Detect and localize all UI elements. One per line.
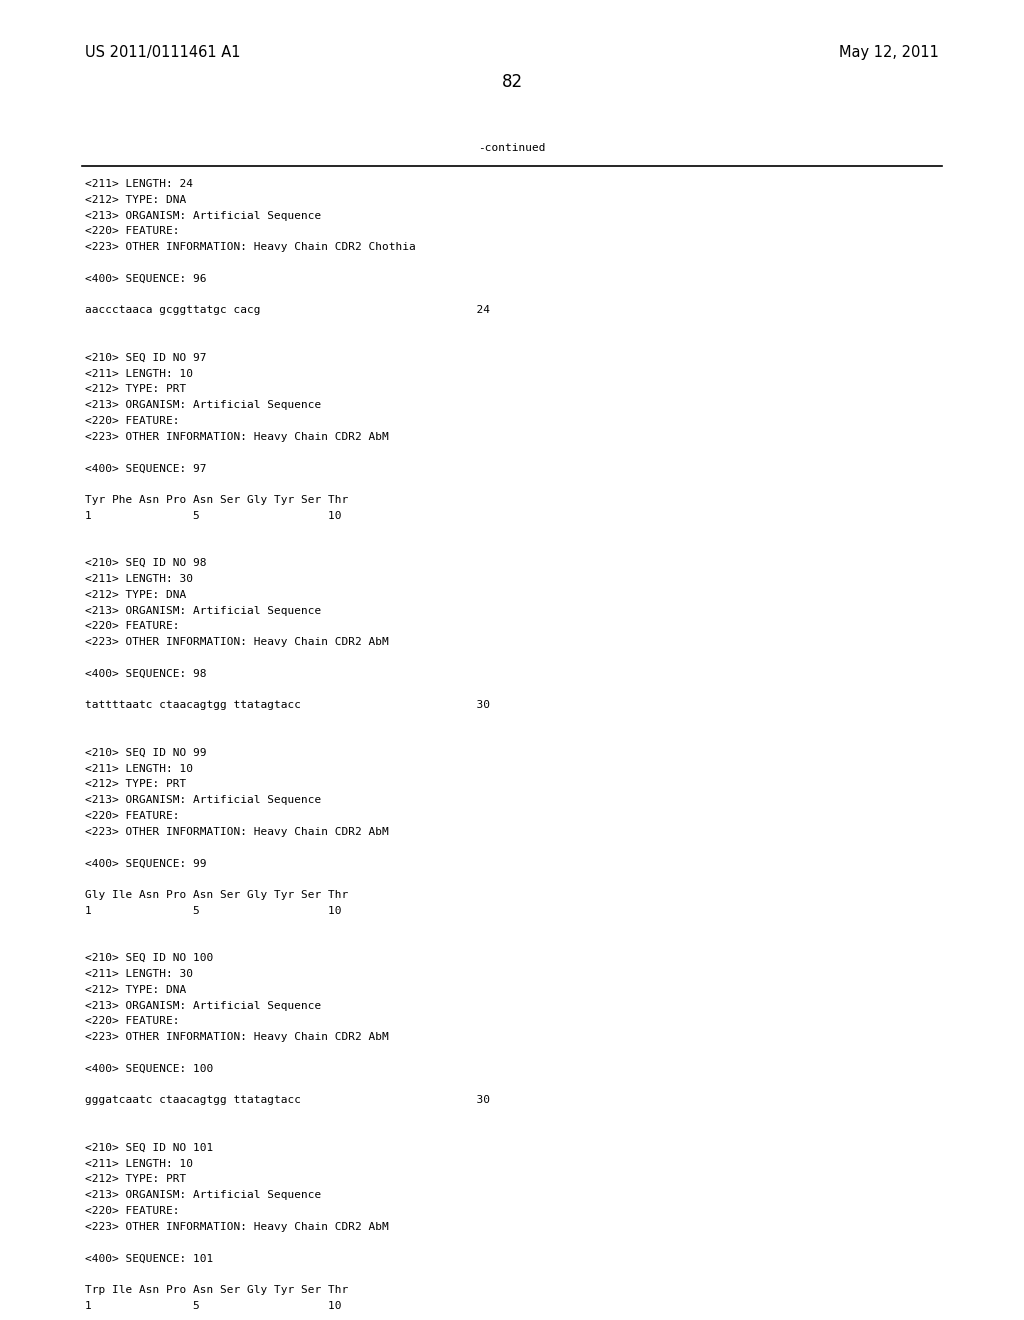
Text: <212> TYPE: PRT: <212> TYPE: PRT [85, 384, 186, 395]
Text: <212> TYPE: DNA: <212> TYPE: DNA [85, 590, 186, 599]
Text: 1               5                   10: 1 5 10 [85, 1300, 341, 1311]
Text: <220> FEATURE:: <220> FEATURE: [85, 227, 179, 236]
Text: <213> ORGANISM: Artificial Sequence: <213> ORGANISM: Artificial Sequence [85, 606, 322, 615]
Text: <220> FEATURE:: <220> FEATURE: [85, 416, 179, 426]
Text: <223> OTHER INFORMATION: Heavy Chain CDR2 AbM: <223> OTHER INFORMATION: Heavy Chain CDR… [85, 638, 389, 647]
Text: May 12, 2011: May 12, 2011 [839, 45, 939, 59]
Text: <211> LENGTH: 10: <211> LENGTH: 10 [85, 1159, 193, 1168]
Text: 82: 82 [502, 73, 522, 91]
Text: Gly Ile Asn Pro Asn Ser Gly Tyr Ser Thr: Gly Ile Asn Pro Asn Ser Gly Tyr Ser Thr [85, 890, 348, 900]
Text: 1               5                   10: 1 5 10 [85, 906, 341, 916]
Text: <220> FEATURE:: <220> FEATURE: [85, 622, 179, 631]
Text: Tyr Phe Asn Pro Asn Ser Gly Tyr Ser Thr: Tyr Phe Asn Pro Asn Ser Gly Tyr Ser Thr [85, 495, 348, 506]
Text: <211> LENGTH: 30: <211> LENGTH: 30 [85, 574, 193, 583]
Text: Trp Ile Asn Pro Asn Ser Gly Tyr Ser Thr: Trp Ile Asn Pro Asn Ser Gly Tyr Ser Thr [85, 1284, 348, 1295]
Text: <223> OTHER INFORMATION: Heavy Chain CDR2 AbM: <223> OTHER INFORMATION: Heavy Chain CDR… [85, 826, 389, 837]
Text: <220> FEATURE:: <220> FEATURE: [85, 1016, 179, 1027]
Text: <212> TYPE: DNA: <212> TYPE: DNA [85, 195, 186, 205]
Text: tattttaatc ctaacagtgg ttatagtacc                          30: tattttaatc ctaacagtgg ttatagtacc 30 [85, 701, 490, 710]
Text: <211> LENGTH: 10: <211> LENGTH: 10 [85, 368, 193, 379]
Text: -continued: -continued [478, 143, 546, 153]
Text: <400> SEQUENCE: 101: <400> SEQUENCE: 101 [85, 1254, 213, 1263]
Text: <210> SEQ ID NO 97: <210> SEQ ID NO 97 [85, 352, 207, 363]
Text: <213> ORGANISM: Artificial Sequence: <213> ORGANISM: Artificial Sequence [85, 1191, 322, 1200]
Text: <400> SEQUENCE: 96: <400> SEQUENCE: 96 [85, 273, 207, 284]
Text: <213> ORGANISM: Artificial Sequence: <213> ORGANISM: Artificial Sequence [85, 400, 322, 411]
Text: <400> SEQUENCE: 100: <400> SEQUENCE: 100 [85, 1064, 213, 1073]
Text: <210> SEQ ID NO 98: <210> SEQ ID NO 98 [85, 558, 207, 568]
Text: 1               5                   10: 1 5 10 [85, 511, 341, 521]
Text: <400> SEQUENCE: 99: <400> SEQUENCE: 99 [85, 858, 207, 869]
Text: <213> ORGANISM: Artificial Sequence: <213> ORGANISM: Artificial Sequence [85, 1001, 322, 1011]
Text: gggatcaatc ctaacagtgg ttatagtacc                          30: gggatcaatc ctaacagtgg ttatagtacc 30 [85, 1096, 490, 1105]
Text: <400> SEQUENCE: 98: <400> SEQUENCE: 98 [85, 669, 207, 678]
Text: <210> SEQ ID NO 101: <210> SEQ ID NO 101 [85, 1143, 213, 1152]
Text: <211> LENGTH: 30: <211> LENGTH: 30 [85, 969, 193, 979]
Text: <212> TYPE: PRT: <212> TYPE: PRT [85, 779, 186, 789]
Text: <400> SEQUENCE: 97: <400> SEQUENCE: 97 [85, 463, 207, 474]
Text: <220> FEATURE:: <220> FEATURE: [85, 810, 179, 821]
Text: <212> TYPE: PRT: <212> TYPE: PRT [85, 1175, 186, 1184]
Text: <223> OTHER INFORMATION: Heavy Chain CDR2 AbM: <223> OTHER INFORMATION: Heavy Chain CDR… [85, 1222, 389, 1232]
Text: <223> OTHER INFORMATION: Heavy Chain CDR2 AbM: <223> OTHER INFORMATION: Heavy Chain CDR… [85, 432, 389, 442]
Text: <212> TYPE: DNA: <212> TYPE: DNA [85, 985, 186, 995]
Text: <223> OTHER INFORMATION: Heavy Chain CDR2 AbM: <223> OTHER INFORMATION: Heavy Chain CDR… [85, 1032, 389, 1043]
Text: <213> ORGANISM: Artificial Sequence: <213> ORGANISM: Artificial Sequence [85, 795, 322, 805]
Text: <220> FEATURE:: <220> FEATURE: [85, 1206, 179, 1216]
Text: <211> LENGTH: 24: <211> LENGTH: 24 [85, 180, 193, 189]
Text: <213> ORGANISM: Artificial Sequence: <213> ORGANISM: Artificial Sequence [85, 211, 322, 220]
Text: <210> SEQ ID NO 99: <210> SEQ ID NO 99 [85, 748, 207, 758]
Text: aaccctaaca gcggttatgc cacg                                24: aaccctaaca gcggttatgc cacg 24 [85, 305, 490, 315]
Text: US 2011/0111461 A1: US 2011/0111461 A1 [85, 45, 241, 59]
Text: <211> LENGTH: 10: <211> LENGTH: 10 [85, 763, 193, 774]
Text: <223> OTHER INFORMATION: Heavy Chain CDR2 Chothia: <223> OTHER INFORMATION: Heavy Chain CDR… [85, 242, 416, 252]
Text: <210> SEQ ID NO 100: <210> SEQ ID NO 100 [85, 953, 213, 964]
